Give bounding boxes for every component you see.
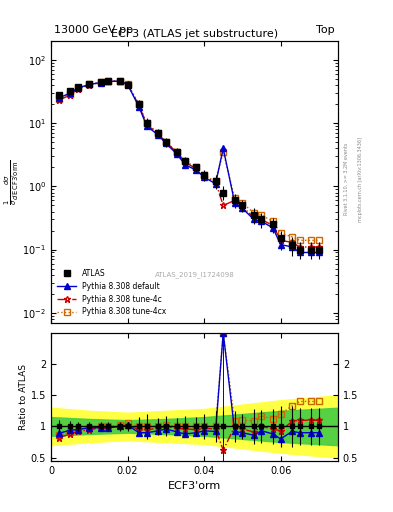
Text: mcplots.cern.ch [arXiv:1306.3436]: mcplots.cern.ch [arXiv:1306.3436]: [358, 137, 363, 222]
Y-axis label: Ratio to ATLAS: Ratio to ATLAS: [19, 364, 28, 430]
Y-axis label: $\frac{1}{\sigma}\frac{d\sigma}{d\,\mathrm{ECF3'orm}}$: $\frac{1}{\sigma}\frac{d\sigma}{d\,\math…: [3, 159, 21, 204]
Text: ATLAS_2019_I1724098: ATLAS_2019_I1724098: [155, 271, 234, 278]
Text: 13000 GeV pp: 13000 GeV pp: [54, 25, 133, 35]
Text: Top: Top: [316, 25, 335, 35]
X-axis label: ECF3'orm: ECF3'orm: [168, 481, 221, 491]
Title: ECF3 (ATLAS jet substructure): ECF3 (ATLAS jet substructure): [111, 29, 278, 39]
Text: Rivet 3.1.10, >= 3.2M events: Rivet 3.1.10, >= 3.2M events: [344, 143, 349, 216]
Legend: ATLAS, Pythia 8.308 default, Pythia 8.308 tune-4c, Pythia 8.308 tune-4cx: ATLAS, Pythia 8.308 default, Pythia 8.30…: [55, 267, 169, 319]
